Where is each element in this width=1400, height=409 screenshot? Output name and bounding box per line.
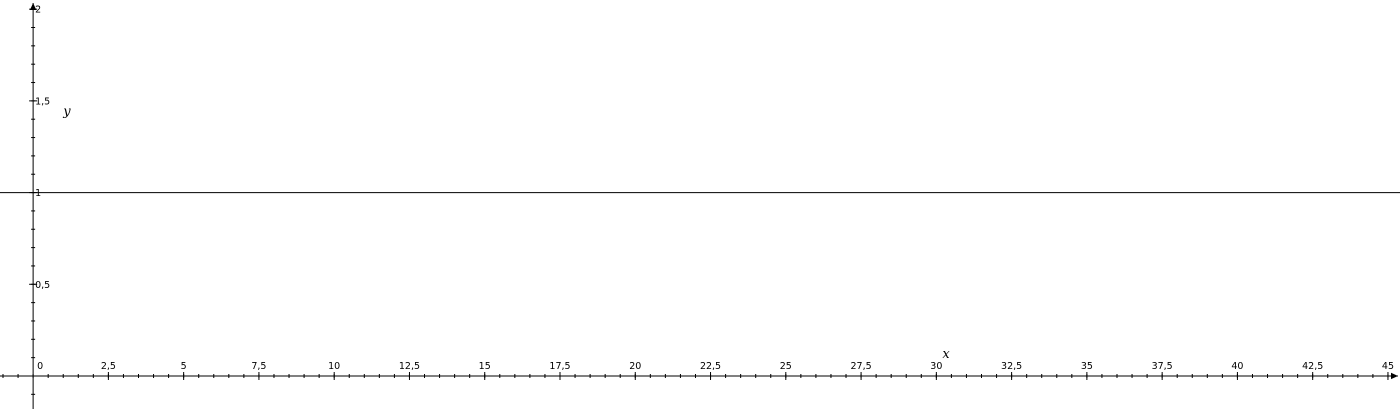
x-tick-label: 32,5 xyxy=(1001,361,1022,372)
y-tick-label: 0,5 xyxy=(35,280,50,291)
minor-ticks xyxy=(2,8,1389,395)
x-tick-label: 15 xyxy=(479,361,491,372)
x-tick-label: 40 xyxy=(1231,361,1243,372)
x-tick-label: 45 xyxy=(1382,361,1394,372)
x-axis-label: x xyxy=(942,347,950,362)
x-tick-label: 22,5 xyxy=(700,361,721,372)
x-tick-label: 2,5 xyxy=(101,361,116,372)
x-tick-label: 25 xyxy=(780,361,792,372)
x-tick-label: 20 xyxy=(629,361,641,372)
x-tick-label: 0 xyxy=(37,361,43,372)
y-tick-labels: 0,5 1 1,5 2 xyxy=(35,5,50,291)
x-tick-label: 17,5 xyxy=(549,361,570,372)
x-tick-label: 5 xyxy=(181,361,187,372)
x-tick-label: 12,5 xyxy=(399,361,420,372)
x-tick-label: 42,5 xyxy=(1302,361,1323,372)
x-tick-label: 27,5 xyxy=(850,361,871,372)
y-axis-label: y xyxy=(62,105,71,120)
x-tick-label: 10 xyxy=(328,361,340,372)
x-tick-label: 30 xyxy=(930,361,942,372)
y-tick-label: 1 xyxy=(35,188,41,199)
y-tick-label: 1,5 xyxy=(35,96,50,107)
x-tick-label: 37,5 xyxy=(1152,361,1173,372)
major-ticks xyxy=(29,8,1389,380)
x-tick-label: 7,5 xyxy=(251,361,266,372)
x-tick-label: 35 xyxy=(1081,361,1093,372)
y-tick-label: 2 xyxy=(35,5,41,16)
x-tick-labels: 0 2,5 5 7,5 10 12,5 15 17,5 20 22,5 25 27,5 30 32,5 35… xyxy=(37,361,1394,372)
